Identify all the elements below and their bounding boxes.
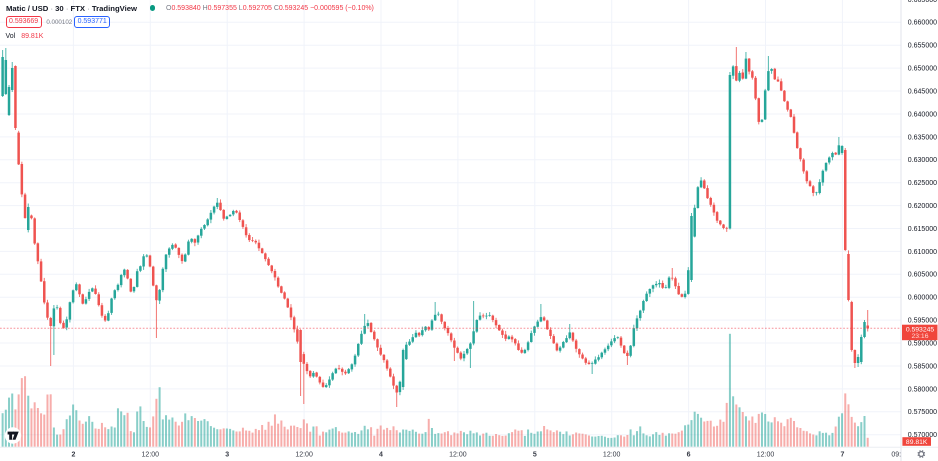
svg-text:5: 5 [533,452,537,459]
svg-text:0.610000: 0.610000 [908,249,937,256]
svg-text:0.645000: 0.645000 [908,88,937,95]
svg-text:0.575000: 0.575000 [908,409,937,416]
svg-text:12:00: 12:00 [603,452,621,459]
svg-text:0.660000: 0.660000 [908,20,937,27]
svg-text:4: 4 [379,452,383,459]
svg-text:0.590000: 0.590000 [908,340,937,347]
svg-text:2: 2 [71,452,75,459]
svg-text:0.615000: 0.615000 [908,226,937,233]
svg-text:0.580000: 0.580000 [908,386,937,393]
svg-text:0.600000: 0.600000 [908,295,937,302]
svg-text:0.605000: 0.605000 [908,272,937,279]
svg-text:0.593245: 0.593245 [906,327,935,334]
svg-text:0.630000: 0.630000 [908,157,937,164]
svg-text:0.655000: 0.655000 [908,43,937,50]
svg-text:0.665000: 0.665000 [908,0,937,4]
svg-text:09:00: 09:00 [891,452,909,459]
svg-text:89.81K: 89.81K [906,439,928,446]
svg-text:0.570000: 0.570000 [908,432,937,439]
svg-text:12:00: 12:00 [757,452,775,459]
svg-text:12:00: 12:00 [449,452,467,459]
svg-text:0.620000: 0.620000 [908,203,937,210]
svg-text:0.640000: 0.640000 [908,111,937,118]
svg-text:7: 7 [840,452,844,459]
svg-text:0.585000: 0.585000 [908,363,937,370]
svg-text:12:00: 12:00 [295,452,313,459]
svg-text:0.635000: 0.635000 [908,134,937,141]
svg-text:0.625000: 0.625000 [908,180,937,187]
svg-text:0.650000: 0.650000 [908,66,937,73]
svg-text:23:16: 23:16 [911,333,928,340]
svg-text:0.595000: 0.595000 [908,318,937,325]
svg-text:12:00: 12:00 [142,452,160,459]
svg-text:6: 6 [687,452,691,459]
svg-text:3: 3 [225,452,229,459]
